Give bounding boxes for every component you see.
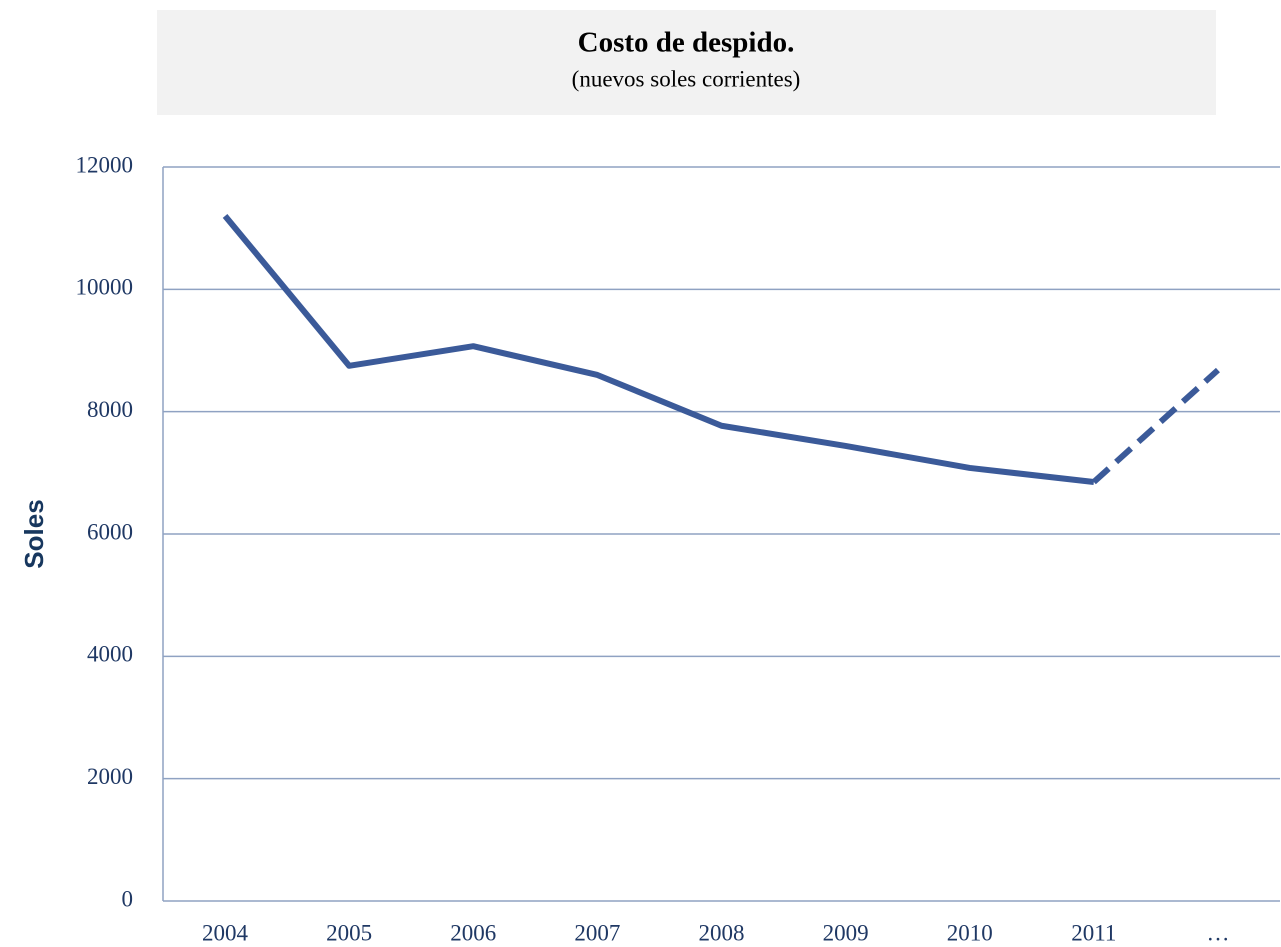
x-tick-label: 2004 bbox=[202, 920, 249, 945]
y-tick-label: 2000 bbox=[87, 764, 133, 789]
dashed-line bbox=[1091, 367, 1220, 485]
chart-subtitle: (nuevos soles corrientes) bbox=[572, 66, 801, 91]
y-tick-label: 0 bbox=[122, 886, 134, 911]
y-tick-label: 12000 bbox=[76, 152, 134, 177]
chart-title: Costo de despido. bbox=[578, 27, 795, 59]
x-tick-label: 2007 bbox=[574, 920, 620, 945]
y-axis-label: Soles bbox=[19, 499, 49, 568]
y-tick-label: 6000 bbox=[87, 519, 133, 544]
x-tick-label: 2010 bbox=[947, 920, 993, 945]
x-tick-label: … bbox=[1206, 920, 1229, 945]
line bbox=[222, 214, 1095, 485]
y-tick-label: 10000 bbox=[76, 275, 134, 300]
x-tick-label: 2009 bbox=[823, 920, 869, 945]
y-tick-label: 8000 bbox=[87, 397, 133, 422]
x-tick-label: 2008 bbox=[699, 920, 745, 945]
y-tick-label: 4000 bbox=[87, 642, 133, 667]
x-tick-label: 2011 bbox=[1071, 920, 1116, 945]
x-tick-label: 2005 bbox=[326, 920, 372, 945]
x-tick-label: 2006 bbox=[450, 920, 496, 945]
title-box bbox=[157, 10, 1216, 115]
